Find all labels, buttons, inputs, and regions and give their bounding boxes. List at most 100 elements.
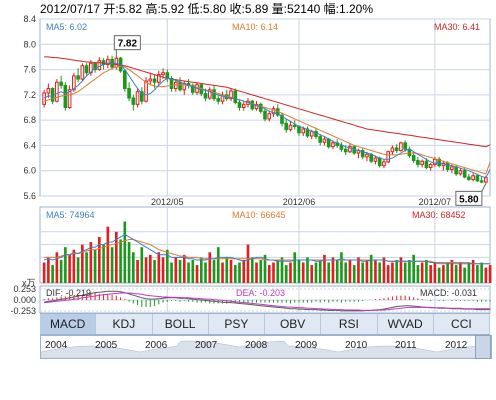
- candle-body: [216, 98, 221, 102]
- volume-bar: [374, 259, 377, 283]
- volume-bar: [110, 247, 114, 283]
- candle-body: [288, 124, 293, 131]
- candle-body: [148, 78, 153, 82]
- candle-body: [63, 84, 68, 108]
- volume-bar: [399, 257, 403, 283]
- volume-bar: [255, 262, 258, 283]
- candle-body: [318, 136, 323, 143]
- price-annotations: 7.82 5.80: [113, 35, 487, 206]
- volume-bar: [335, 259, 339, 283]
- volume-bar: [301, 262, 305, 283]
- price-tick-label: 8.4: [23, 14, 36, 24]
- candle-body: [326, 138, 331, 148]
- volume-grid: [40, 207, 490, 283]
- volume-bar: [153, 259, 156, 283]
- candle-body: [123, 70, 127, 90]
- tab-macd[interactable]: MACD: [40, 314, 97, 334]
- volume-bar: [106, 226, 110, 283]
- volume-bar: [68, 254, 71, 283]
- candle-body: [450, 166, 454, 170]
- volume-bar: [140, 247, 144, 283]
- price-tick-label: 7.2: [23, 90, 36, 100]
- volume-bar: [115, 231, 118, 283]
- candle-body: [135, 91, 140, 105]
- volume-bar: [55, 252, 59, 283]
- tab-obv[interactable]: OBV: [265, 314, 322, 334]
- tab-rsi[interactable]: RSI: [321, 314, 378, 334]
- volume-bar: [267, 265, 271, 283]
- volume-bar: [165, 249, 169, 283]
- candle-body: [280, 114, 284, 124]
- candle-body: [93, 62, 97, 71]
- volume-bar: [242, 259, 246, 283]
- candle-body: [161, 72, 165, 76]
- timeline-navigator[interactable]: 2004 2005 2006 2007 2008 2009 2010 2011 2012: [40, 335, 492, 359]
- legend-dif: DIF: -0.219: [46, 288, 91, 298]
- candle-body: [458, 170, 463, 175]
- macd-lines: [43, 290, 491, 312]
- tab-kdj[interactable]: KDJ: [96, 314, 153, 334]
- volume-bar: [216, 247, 220, 283]
- header-high-label: 高:: [145, 1, 160, 16]
- timeline-range-handle[interactable]: [475, 335, 491, 359]
- volume-ma5-line: [43, 233, 491, 265]
- candle-body: [360, 149, 365, 158]
- legend-macd: MACD: -0.031: [420, 288, 477, 298]
- macd-tick-label: 0.000: [13, 295, 36, 305]
- timeline-year-label: 2010: [345, 340, 368, 351]
- volume-bar: [72, 249, 76, 283]
- annotation-label: 7.82: [118, 39, 138, 50]
- volume-bar: [467, 262, 471, 283]
- tab-psy[interactable]: PSY: [209, 314, 265, 334]
- volume-unit-label: x万: [22, 278, 36, 288]
- candle-body: [169, 77, 174, 90]
- candle-body: [297, 125, 301, 134]
- volume-bar: [306, 257, 309, 283]
- candle-body: [207, 89, 212, 99]
- volume-bar: [238, 262, 241, 283]
- volume-bar: [284, 265, 288, 283]
- volume-bar: [191, 259, 195, 283]
- annotation-label: 5.80: [459, 194, 479, 205]
- tab-boll[interactable]: BOLL: [153, 314, 209, 334]
- legend-vol-ma5: MA5: 74964: [46, 210, 95, 220]
- volume-bar: [280, 257, 284, 283]
- legend-dea: DEA: -0.203: [236, 288, 285, 298]
- volume-bar: [178, 259, 182, 283]
- candle-body: [433, 158, 437, 165]
- candle-body: [156, 74, 161, 83]
- tab-wvad[interactable]: WVAD: [378, 314, 434, 334]
- volume-bar: [344, 262, 348, 283]
- date-tick-label: 2012/07: [419, 197, 452, 207]
- candle-body: [475, 175, 480, 182]
- annotation-box: [113, 35, 141, 51]
- candle-body: [373, 157, 378, 162]
- volume-bar: [463, 267, 466, 283]
- volume-bar: [416, 265, 420, 283]
- candle-body: [67, 89, 72, 109]
- legend-ma5: MA5: 6.02: [46, 22, 87, 32]
- candle-body: [399, 142, 403, 151]
- candle-body: [454, 166, 458, 175]
- price-tick-label: 5.6: [23, 191, 36, 201]
- candle-body: [55, 81, 59, 102]
- candle-body: [331, 142, 335, 148]
- candle-body: [267, 113, 272, 120]
- volume-bar: [293, 252, 297, 283]
- candle-body: [411, 155, 416, 162]
- tab-cci[interactable]: CCI: [434, 314, 490, 334]
- date-tick-label: 2012/06: [283, 197, 316, 207]
- volume-bar: [437, 267, 441, 283]
- candle-body: [365, 153, 369, 158]
- candle-body: [76, 75, 80, 80]
- candle-body: [114, 57, 119, 68]
- candle-body: [152, 78, 157, 83]
- legend-ma10: MA10: 6.14: [232, 22, 278, 32]
- dif-line: [43, 290, 491, 312]
- date-axis: 2012/05 2012/06 2012/07: [151, 197, 451, 207]
- volume-bar: [476, 265, 479, 283]
- candle-body: [416, 160, 420, 165]
- candle-body: [241, 103, 246, 109]
